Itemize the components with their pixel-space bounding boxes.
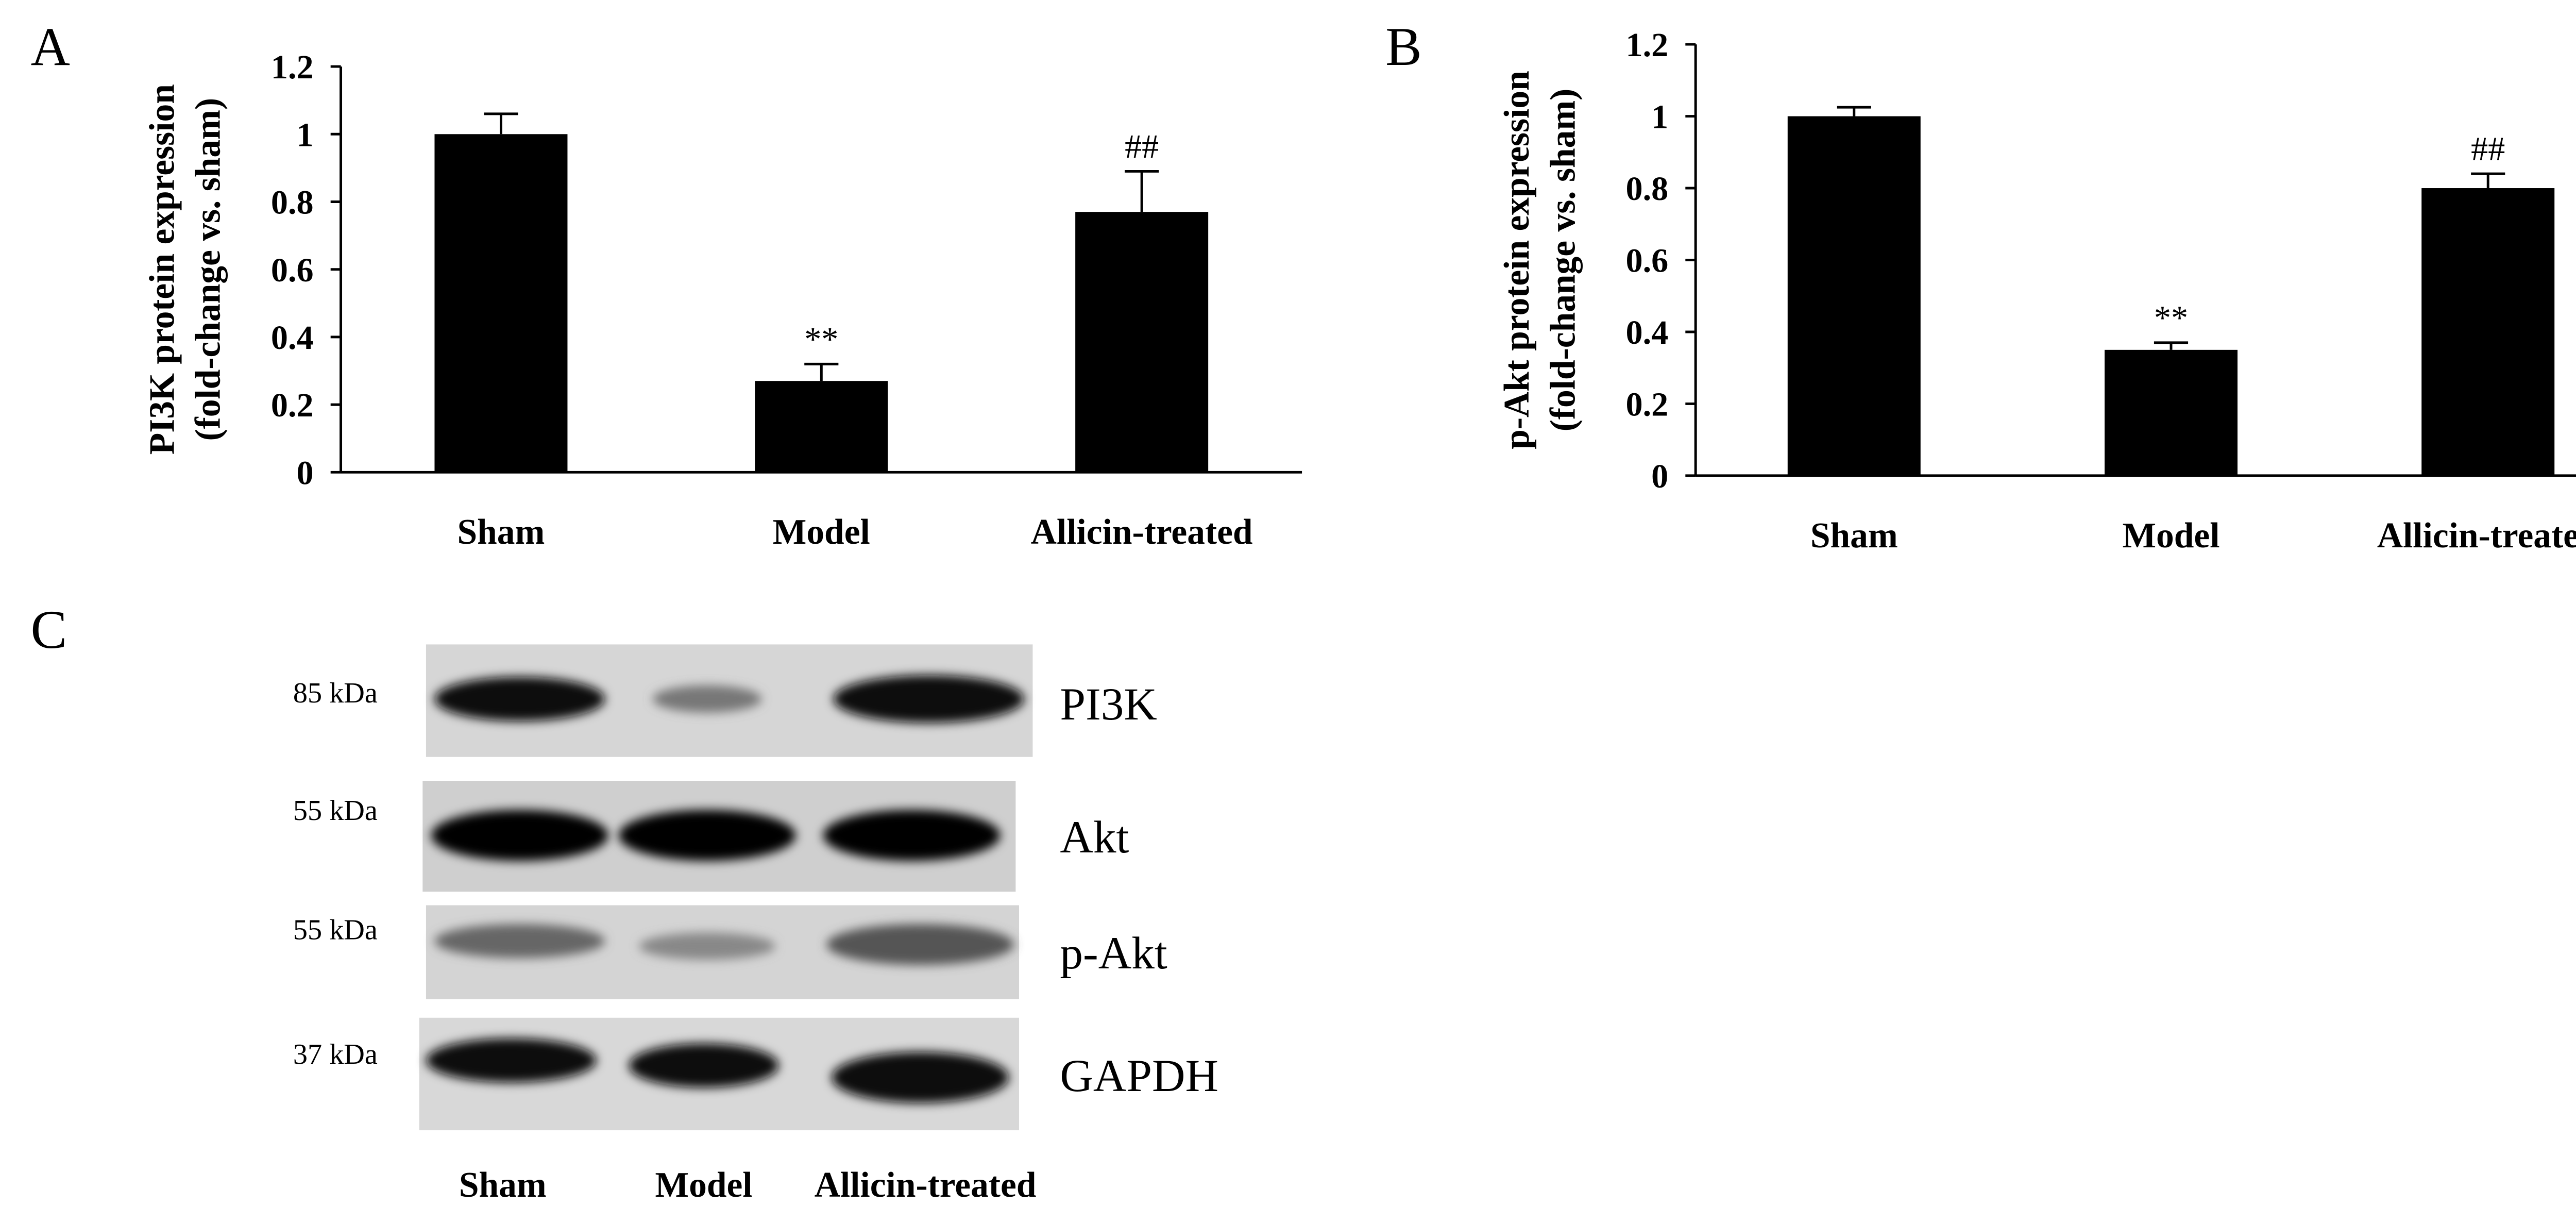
- band: [618, 810, 796, 861]
- band: [629, 1043, 779, 1088]
- y-axis-label: (fold-change vs. sham): [189, 98, 228, 441]
- y-tick-label: 1.2: [1626, 26, 1669, 64]
- panel-letter: B: [1385, 16, 1422, 77]
- y-tick-label: 0.4: [271, 319, 314, 357]
- bar: [1787, 116, 1921, 476]
- y-tick-label: 0.4: [1626, 314, 1669, 351]
- y-tick-label: 1.2: [271, 48, 314, 86]
- band: [832, 1051, 1009, 1103]
- x-tick-label: Allicin-treated: [2377, 516, 2576, 556]
- blot-labels: 85 kDa PI3K 55 kDa Akt 55 kDa p-Akt 37 kDa GAPD…: [293, 677, 1218, 1205]
- x-tick-label: Model: [2122, 516, 2219, 556]
- significance-mark: **: [804, 321, 838, 358]
- blot-image: [419, 644, 1033, 1131]
- panel-letter: C: [31, 599, 67, 660]
- y-tick-label: 1: [297, 116, 314, 154]
- panel-letter: A: [31, 16, 70, 77]
- protein-label: PI3K: [1060, 679, 1157, 730]
- protein-label: GAPDH: [1060, 1050, 1218, 1101]
- bar: [2105, 349, 2238, 476]
- y-axis-label: PI3K protein expression: [142, 84, 182, 455]
- error-bar: [2154, 341, 2189, 350]
- y-axis-label: p-Akt protein expression: [1497, 71, 1537, 449]
- y-tick-label: 0.2: [271, 387, 314, 424]
- error-bar: [1837, 106, 1871, 116]
- error-bar: [1125, 170, 1159, 212]
- band: [639, 932, 775, 960]
- bar: [755, 381, 888, 473]
- band: [652, 685, 762, 713]
- error-bar: [804, 362, 839, 381]
- y-tick-label: 0.8: [271, 184, 314, 222]
- bar: [1075, 212, 1209, 473]
- x-tick-label: Sham: [457, 512, 545, 552]
- bar: [2421, 188, 2555, 476]
- x-tick-label: Sham: [1810, 516, 1898, 556]
- band: [434, 924, 605, 958]
- y-tick-label: 0: [297, 454, 314, 492]
- protein-label: p-Akt: [1060, 928, 1167, 979]
- molecular-weight: 37 kDa: [293, 1038, 378, 1070]
- molecular-weight: 85 kDa: [293, 677, 378, 709]
- x-tick-label: Allicin-treated: [1031, 512, 1253, 552]
- bar: [434, 134, 568, 473]
- lane-label: Sham: [459, 1165, 547, 1205]
- band: [826, 924, 1014, 965]
- band: [823, 810, 1001, 861]
- lane-label: Model: [655, 1165, 753, 1205]
- y-tick-label: 0.8: [1626, 170, 1669, 208]
- y-axis-label: (fold-change vs. sham): [1543, 89, 1583, 432]
- y-tick-label: 1: [1651, 98, 1668, 136]
- y-tick-label: 0: [1651, 458, 1668, 495]
- y-tick-label: 0.6: [1626, 242, 1669, 280]
- significance-mark: **: [2154, 299, 2188, 337]
- molecular-weight: 55 kDa: [293, 795, 378, 827]
- y-tick-label: 0.6: [271, 252, 314, 289]
- protein-label: Akt: [1060, 812, 1129, 863]
- significance-mark: ##: [2471, 130, 2505, 168]
- y-tick-label: 0.2: [1626, 386, 1669, 424]
- band: [833, 675, 1024, 723]
- x-tick-label: Model: [773, 512, 870, 552]
- molecular-weight: 55 kDa: [293, 914, 378, 946]
- band: [434, 677, 605, 722]
- error-bar: [2471, 172, 2505, 189]
- error-bar: [484, 112, 518, 135]
- band: [431, 810, 608, 861]
- significance-mark: ##: [1125, 128, 1159, 165]
- band: [426, 1038, 597, 1083]
- lane-label: Allicin-treated: [815, 1165, 1037, 1205]
